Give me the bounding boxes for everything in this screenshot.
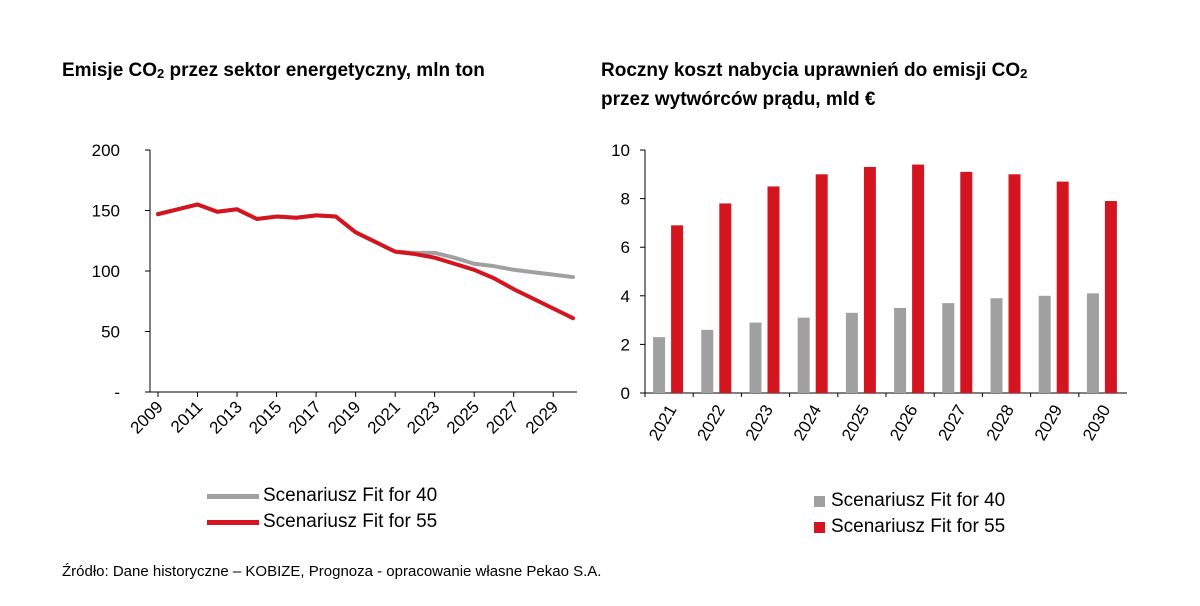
- legend-swatch-fit55: [814, 521, 825, 533]
- left-x-tick-label: 2017: [285, 397, 325, 437]
- source-note: Źródło: Dane historyczne – KOBIZE, Progn…: [62, 563, 602, 580]
- bar-fit55: [960, 171, 973, 393]
- right-y-tick-label: 6: [621, 238, 630, 257]
- bar-fit40: [1038, 295, 1051, 393]
- right-chart-title: Roczny koszt nabycia uprawnień do emisji…: [601, 60, 1028, 110]
- legend-item-fit55: Scenariusz Fit for 55: [207, 509, 437, 535]
- line-series-fit55: [156, 202, 575, 321]
- bar-fit55: [1008, 174, 1021, 393]
- bar-fit55: [1104, 201, 1117, 393]
- bar-fit40: [1086, 293, 1099, 393]
- left-x-tick-label: 2013: [206, 397, 246, 437]
- bar-fit55: [671, 225, 684, 393]
- left-x-tick-label: 2009: [127, 397, 167, 437]
- legend-label-fit40: Scenariusz Fit for 40: [263, 485, 438, 506]
- right-x-tick-label: 2024: [790, 402, 825, 444]
- legend-swatch-fit40: [207, 493, 259, 499]
- left-x-tick-label: 2021: [364, 397, 404, 437]
- left-x-tick-label: 2025: [443, 397, 483, 437]
- bar-fit55: [1056, 181, 1069, 393]
- legend-label-fit55: Scenariusz Fit for 55: [263, 511, 438, 532]
- left-x-tick-label: 2023: [403, 397, 443, 437]
- bar-fit40: [797, 317, 810, 393]
- left-y-tick-label: -: [114, 383, 120, 402]
- left-y-tick-label: 200: [92, 141, 120, 160]
- left-chart-title: Emisje CO2 przez sektor energetyczny, ml…: [62, 60, 485, 81]
- legend-item-fit40: Scenariusz Fit for 40: [207, 483, 437, 509]
- bar-fit40: [942, 303, 955, 393]
- legend-label-fit55: Scenariusz Fit for 55: [831, 516, 1006, 537]
- left-y-tick-label: 50: [101, 323, 120, 342]
- right-x-tick-label: 2023: [742, 402, 777, 444]
- bar-fit40: [845, 312, 858, 393]
- right-x-tick-label: 2028: [983, 402, 1018, 444]
- left-x-tick-label: 2019: [324, 397, 364, 437]
- right-x-tick-label: 2026: [886, 402, 921, 444]
- right-x-tick-label: 2030: [1079, 402, 1114, 444]
- right-x-tick-label: 2025: [838, 402, 873, 444]
- right-y-tick-label: 4: [621, 287, 630, 306]
- left-chart-legend: Scenariusz Fit for 40 Scenariusz Fit for…: [207, 483, 437, 535]
- legend-swatch-fit55: [207, 519, 259, 525]
- right-x-tick-label: 2029: [1031, 402, 1066, 444]
- legend-item-fit40: Scenariusz Fit for 40: [814, 488, 1005, 514]
- right-y-tick-label: 0: [621, 384, 630, 403]
- bar-fit55: [863, 167, 876, 393]
- right-x-tick-label: 2021: [645, 402, 680, 444]
- bar-fit40: [653, 337, 666, 393]
- line-series-fit40: [156, 202, 575, 280]
- right-x-tick-label: 2027: [934, 402, 969, 444]
- left-x-tick-label: 2015: [245, 397, 285, 437]
- right-y-tick-label: 2: [621, 335, 630, 354]
- bar-fit40: [990, 298, 1003, 393]
- legend-label-fit40: Scenariusz Fit for 40: [831, 490, 1006, 511]
- bar-fit55: [815, 174, 828, 393]
- right-y-tick-label: 10: [611, 141, 630, 160]
- right-y-tick-label: 8: [621, 190, 630, 209]
- left-x-tick-label: 2029: [522, 397, 562, 437]
- bar-fit40: [894, 307, 907, 393]
- left-x-tick-label: 2011: [167, 397, 206, 436]
- bar-fit40: [701, 329, 714, 393]
- bar-fit40: [749, 322, 762, 393]
- left-x-tick-label: 2027: [482, 397, 522, 437]
- legend-swatch-fit40: [814, 495, 825, 507]
- right-chart-legend: Scenariusz Fit for 40 Scenariusz Fit for…: [814, 488, 1005, 540]
- left-y-tick-label: 100: [92, 262, 120, 281]
- left-y-tick-label: 150: [92, 202, 120, 221]
- legend-item-fit55: Scenariusz Fit for 55: [814, 514, 1005, 540]
- bar-fit55: [719, 203, 732, 393]
- bar-fit55: [912, 164, 925, 393]
- right-x-tick-label: 2022: [693, 402, 728, 444]
- bar-fit55: [767, 186, 780, 393]
